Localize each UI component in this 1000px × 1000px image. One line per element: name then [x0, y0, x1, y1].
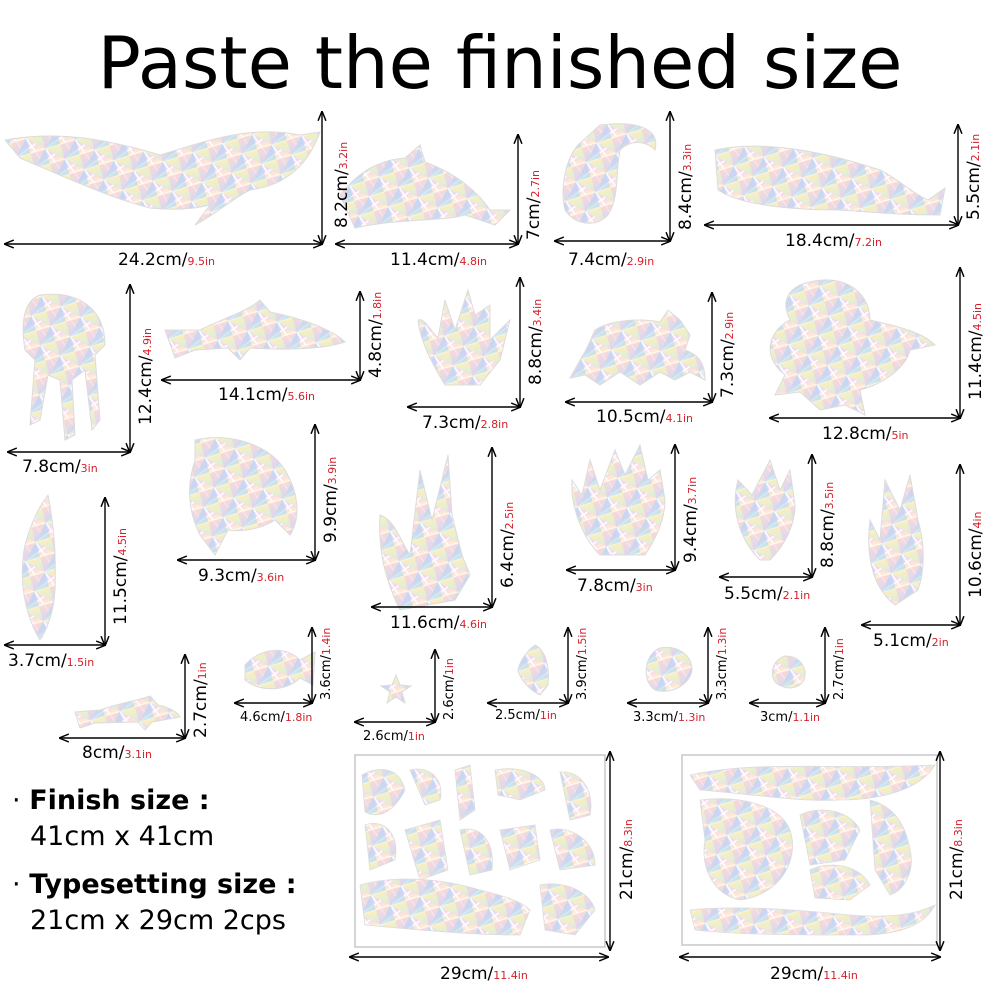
- octopus-height-label: 11.4cm/4.5in: [966, 302, 986, 400]
- shark-width-label: 14.1cm/5.6in: [218, 385, 316, 405]
- sheet1-width-label: 29cm/11.4in: [440, 964, 528, 984]
- finish-size-value: 41cm x 41cm: [30, 821, 215, 852]
- conch-sticker: [517, 644, 549, 696]
- fish-sticker: [244, 649, 316, 690]
- dolphin-sticker: [339, 144, 512, 229]
- small-shark-sticker: [74, 695, 181, 731]
- whale-height-label: 8.2cm/3.2in: [332, 141, 352, 228]
- spermwhale-height-label: 5.5cm/2.1in: [964, 133, 984, 220]
- fish-height-label: 3.6cm/1.4in: [319, 627, 334, 700]
- conch-width-label: 2.5cm/1in: [495, 708, 557, 723]
- fish-width-label: 4.6cm/1.8in: [240, 710, 313, 725]
- dolphin-sticker-2: [189, 437, 298, 556]
- dolphin2-height-label: 9.9cm/3.9in: [321, 456, 341, 543]
- shell1-height-label: 3.3cm/1.3in: [715, 627, 730, 700]
- shell2-height-label: 2.7cm/1in: [832, 638, 847, 700]
- octopus-sticker: [769, 279, 937, 416]
- whale-sticker: [4, 131, 321, 226]
- sheet-2: [681, 754, 938, 946]
- dolphin2-width-label: 9.3cm/3.6in: [198, 566, 285, 586]
- sperm-whale-sticker: [714, 145, 946, 216]
- dolphin1-width-label: 11.4cm/4.8in: [390, 250, 488, 270]
- jellyfish-sticker: [22, 293, 106, 441]
- star-width-label: 2.6cm/1in: [363, 729, 425, 744]
- crab-width-label: 10.5cm/4.1in: [596, 407, 694, 427]
- jellyfish-width-label: 7.8cm/3in: [22, 457, 98, 477]
- leaf-width-label: 3.7cm/1.5in: [8, 651, 95, 671]
- sheet2-height-label: 21cm/8.3in: [947, 819, 967, 900]
- spermwhale-width-label: 18.4cm/7.2in: [785, 231, 883, 251]
- seaweed2-width-label: 5.1cm/2in: [873, 631, 949, 651]
- jellyfish-height-label: 12.4cm/4.9in: [136, 327, 156, 425]
- crab-sticker: [569, 309, 706, 386]
- seaweed-sticker-2: [868, 474, 924, 606]
- shell-sticker-2: [771, 655, 806, 689]
- shell2-width-label: 3cm/1.1in: [760, 710, 820, 725]
- sheet-1: [354, 754, 606, 948]
- leaf-height-label: 11.5cm/4.5in: [111, 527, 131, 625]
- sheet2-width-label: 29cm/11.4in: [770, 964, 858, 984]
- whale-width-label: 24.2cm/9.5in: [118, 250, 216, 270]
- page-title: Paste the finished size: [97, 21, 903, 105]
- coral2-width-label: 7.8cm/3in: [577, 576, 653, 596]
- smallshark-width-label: 8cm/3.1in: [82, 743, 152, 763]
- leaf-sticker: [21, 493, 56, 641]
- seaweed-sticker-1: [379, 454, 471, 611]
- starfish-sticker: [379, 673, 413, 705]
- crab-height-label: 7.3cm/2.9in: [718, 311, 738, 398]
- seaweed2-height-label: 10.6cm/4in: [966, 511, 986, 598]
- coral3-width-label: 5.5cm/2.1in: [724, 584, 811, 604]
- seahorse-height-label: 8.4cm/3.3in: [676, 143, 696, 230]
- shark-sticker: [164, 299, 346, 361]
- smallshark-height-label: 2.7cm/1in: [191, 662, 211, 738]
- seaweed1-height-label: 6.4cm/2.5in: [498, 501, 518, 588]
- typesetting-size-value: 21cm x 29cm 2cps: [30, 905, 286, 936]
- coral-sticker-1: [417, 288, 511, 386]
- coral1-width-label: 7.3cm/2.8in: [422, 413, 509, 433]
- conch-height-label: 3.9cm/1.5in: [575, 627, 590, 700]
- octopus-width-label: 12.8cm/5in: [822, 424, 909, 444]
- shark-height-label: 4.8cm/1.8in: [366, 291, 386, 378]
- coral-sticker-3: [734, 458, 796, 561]
- typesetting-size-heading: · Typesetting size :: [12, 869, 297, 900]
- shell1-width-label: 3.3cm/1.3in: [633, 710, 706, 725]
- finish-size-heading: · Finish size :: [12, 785, 210, 816]
- dolphin1-height-label: 7cm/2.7in: [524, 170, 544, 240]
- coral-sticker-2: [571, 443, 666, 556]
- coral3-height-label: 8.8cm/3.5in: [818, 481, 838, 568]
- sheet1-height-label: 21cm/8.3in: [617, 819, 637, 900]
- star-height-label: 2.6cm/1in: [442, 658, 457, 720]
- coral2-height-label: 9.4cm/3.7in: [681, 476, 701, 563]
- seahorse-sticker: [562, 123, 657, 224]
- coral1-height-label: 8.8cm/3.4in: [526, 298, 546, 385]
- seaweed1-width-label: 11.6cm/4.6in: [390, 613, 488, 633]
- seahorse-width-label: 7.4cm/2.9in: [568, 250, 655, 270]
- shell-sticker-1: [645, 646, 693, 692]
